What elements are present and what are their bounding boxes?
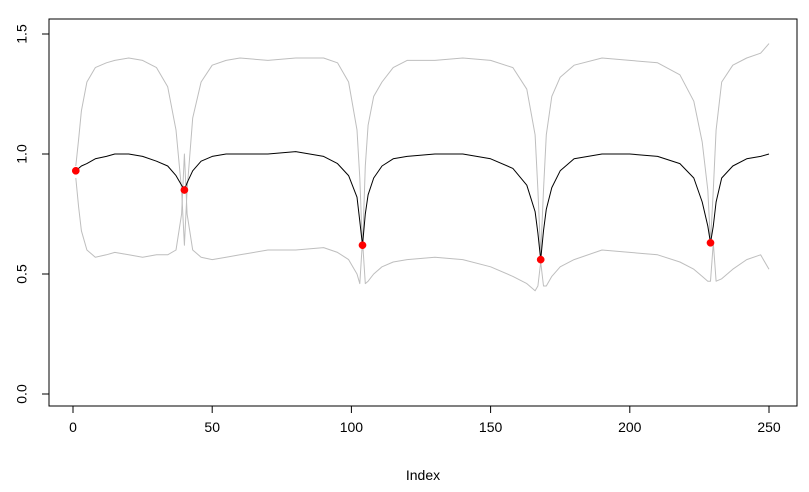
x-tick-label: 0 (69, 419, 77, 435)
points-layer (71, 166, 715, 264)
data-point (358, 241, 367, 250)
series-line-lower-envelope (75, 153, 770, 292)
data-point (180, 186, 189, 194)
x-tick-label: 50 (204, 419, 220, 435)
y-tick-label: 0.5 (14, 264, 30, 284)
data-point (706, 238, 715, 247)
y-tick-label: 1.0 (14, 144, 30, 164)
x-tick-label: 250 (757, 419, 781, 435)
series-line-upper-envelope (75, 43, 770, 256)
plot-frame (48, 18, 798, 407)
y-tick-label: 1.5 (14, 24, 30, 44)
series-line-mean (75, 151, 770, 261)
x-tick-label: 100 (340, 419, 364, 435)
x-tick-label: 150 (479, 419, 503, 435)
data-point (71, 166, 80, 175)
y-axis: 0.0 0.5 1.0 1.5 (14, 24, 50, 404)
y-tick-label: 0.0 (14, 384, 30, 404)
x-axis-title: Index (406, 467, 440, 483)
x-axis: 0 50 100 150 200 250 (69, 405, 781, 435)
data-point (536, 255, 545, 264)
x-tick-label: 200 (618, 419, 642, 435)
series-layer (75, 43, 770, 292)
